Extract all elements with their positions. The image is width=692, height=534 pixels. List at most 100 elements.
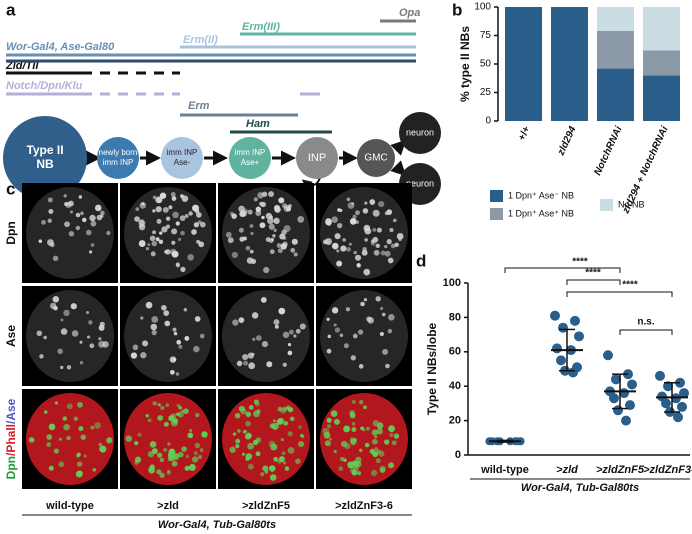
data-point — [568, 367, 578, 378]
cell-dot — [69, 210, 73, 214]
cell-dot — [352, 214, 357, 219]
cell-dot — [362, 428, 366, 432]
cell-dot — [149, 441, 157, 448]
cell-dot — [262, 465, 269, 472]
cell-dot — [106, 230, 111, 236]
cell-dot — [150, 251, 156, 257]
cell-dot — [86, 310, 90, 315]
cell-dot — [376, 227, 382, 233]
cell-dot — [171, 460, 178, 467]
cell-dot — [339, 208, 343, 212]
cell-dot — [238, 227, 244, 233]
cell-dot — [362, 208, 369, 214]
legend-swatch — [490, 190, 503, 202]
cell-dot — [140, 316, 144, 320]
cell-dot — [125, 435, 133, 442]
data-point — [556, 355, 566, 366]
cell-dot — [287, 342, 292, 347]
cell-dot — [36, 330, 43, 337]
node-label: neuron — [406, 178, 434, 188]
cell-dot — [47, 197, 53, 203]
cell-dot — [53, 448, 60, 454]
cell-node — [296, 137, 338, 179]
cell-dot — [326, 317, 330, 321]
cell-dot — [140, 352, 147, 359]
cell-dot — [268, 440, 276, 448]
cell-dot — [283, 225, 291, 233]
cell-dot — [389, 433, 394, 437]
cell-dot — [388, 462, 395, 469]
cell-dot — [184, 336, 190, 341]
cell-dot — [199, 448, 204, 453]
cell-dot — [266, 361, 273, 368]
cell-dot — [388, 314, 395, 321]
cell-dot — [66, 365, 72, 370]
panel-label: c — [6, 179, 15, 198]
cell-dot — [77, 461, 83, 467]
cell-dot — [198, 241, 205, 248]
cell-dot — [364, 201, 368, 205]
cell-dot — [50, 242, 55, 248]
cell-dot — [297, 216, 305, 223]
cell-dot — [288, 329, 294, 335]
cell-dot — [94, 204, 102, 212]
cell-dot — [372, 228, 377, 232]
cell-dot — [80, 211, 84, 216]
cell-dot — [170, 413, 177, 419]
cell-dot — [282, 461, 287, 465]
cell-dot — [184, 214, 189, 218]
cell-dot — [38, 239, 43, 243]
cell-dot — [298, 441, 305, 448]
cell-dot — [63, 309, 70, 317]
cell-dot — [164, 320, 171, 327]
brain-lobe — [320, 290, 408, 382]
cell-dot — [167, 451, 175, 459]
cell-dot — [137, 432, 142, 437]
cell-dot — [180, 230, 185, 236]
cell-dot — [272, 234, 276, 238]
cell-dot — [293, 334, 297, 338]
cell-dot — [132, 344, 139, 351]
cell-dot — [261, 215, 265, 220]
brain-lobe — [124, 187, 212, 279]
cell-dot — [237, 429, 241, 433]
cell-dot — [62, 416, 68, 421]
cell-dot — [351, 427, 357, 433]
cell-dot — [379, 467, 386, 473]
cell-dot — [139, 202, 147, 209]
cell-dot — [273, 228, 277, 232]
cell-dot — [152, 230, 156, 235]
cell-dot — [375, 243, 380, 249]
cell-dot — [150, 323, 158, 331]
cell-dot — [167, 442, 171, 446]
node-label: Type II — [26, 143, 63, 157]
cell-dot — [86, 335, 91, 339]
node-label: NB — [36, 157, 54, 171]
significance-bracket — [566, 279, 621, 285]
cell-dot — [350, 355, 356, 361]
x-tick-label: +/+ — [517, 125, 533, 143]
cell-dot — [155, 206, 162, 213]
cell-dot — [159, 457, 165, 463]
cell-dot — [247, 442, 254, 450]
cell-dot — [191, 229, 197, 235]
cell-dot — [384, 211, 389, 216]
data-point — [625, 400, 635, 411]
cell-dot — [90, 220, 97, 227]
node-label: INP — [308, 152, 326, 164]
data-point — [677, 401, 687, 412]
cell-dot — [39, 354, 44, 359]
data-point — [611, 374, 621, 385]
cell-dot — [393, 433, 400, 439]
cell-dot — [371, 429, 378, 436]
cell-dot — [63, 423, 70, 431]
cell-dot — [176, 339, 182, 345]
cell-dot — [173, 331, 178, 336]
cell-dot — [268, 223, 275, 230]
cell-dot — [60, 318, 64, 322]
cell-dot — [102, 341, 109, 348]
cell-dot — [290, 248, 296, 253]
cell-dot — [75, 212, 81, 218]
cell-dot — [235, 444, 240, 449]
